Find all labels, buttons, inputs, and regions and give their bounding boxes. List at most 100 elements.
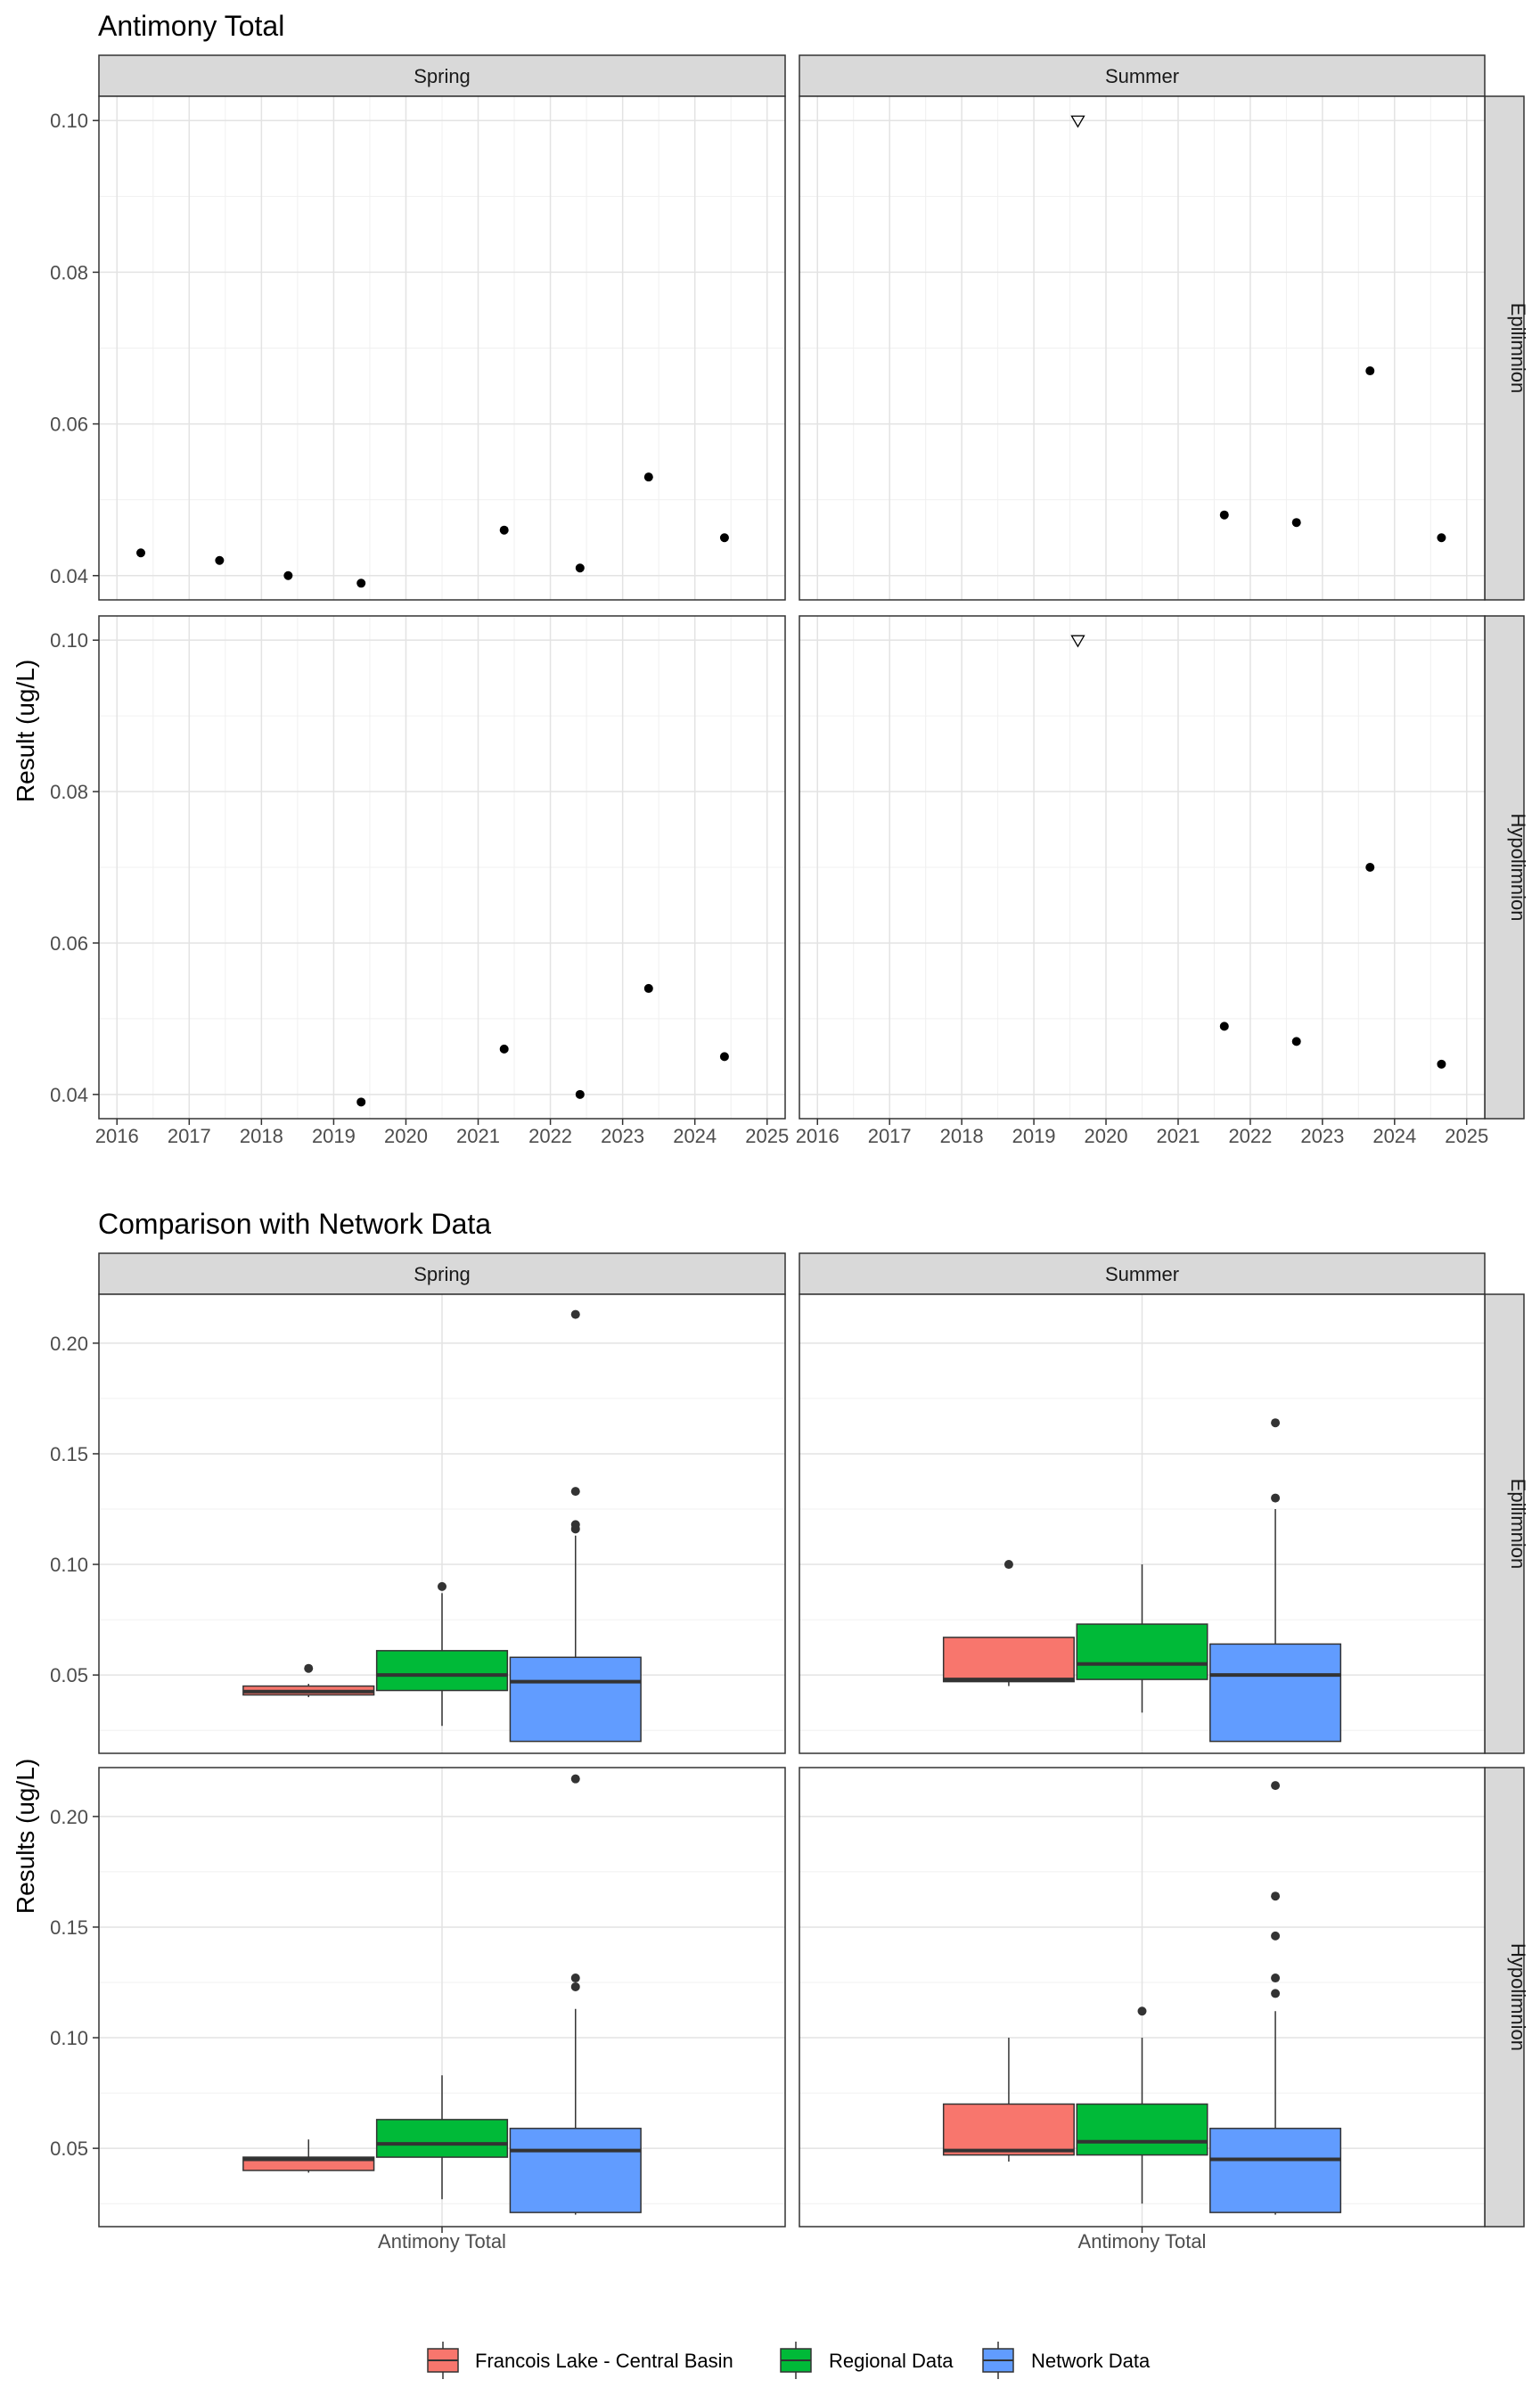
outlier-point: [1271, 1931, 1281, 1941]
outlier-point: [1271, 1973, 1281, 1983]
box-francois-lake-central-basin: [942, 1560, 1075, 1686]
panels: Spring Summer Epilimnion Hypolimnion 0.05 0.1…: [50, 1252, 1529, 2252]
panel-summer-epilimnion: [799, 95, 1486, 601]
box-network-data: [1209, 1418, 1342, 1743]
y-tick-label: 0.04: [50, 565, 88, 587]
facet-strip-label: Epilimnion: [1507, 303, 1529, 394]
panel-border: [98, 1293, 786, 1754]
x-tick-label: 2017: [168, 1125, 211, 1147]
x-tick-label: 2023: [1300, 1125, 1344, 1147]
panel-summer-hypolimnion: [799, 1767, 1486, 2228]
facet-strip-label: Epilimnion: [1507, 1479, 1529, 1570]
x-tick-label: 2016: [796, 1125, 840, 1147]
box-regional-data: [1076, 2006, 1208, 2204]
data-point: [575, 1089, 585, 1099]
outlier-point: [570, 1487, 580, 1497]
y-tick-label: 0.06: [50, 932, 88, 955]
legend-item: Network Data: [982, 2342, 1151, 2379]
legend-label: Network Data: [1031, 2350, 1151, 2372]
data-point-censored: [1070, 115, 1085, 128]
x-tick-label: 2018: [940, 1125, 984, 1147]
box-regional-data: [1076, 1564, 1208, 1713]
y-tick-label: 0.10: [50, 110, 88, 132]
outlier-point: [1271, 1989, 1281, 1998]
facet-strip-epilimnion: [1484, 95, 1525, 601]
box-body: [1076, 1623, 1208, 1680]
legend: Francois Lake - Central Basin Regional Da…: [427, 2342, 1151, 2379]
facet-strip-spring: [98, 54, 786, 97]
antimony-total-chart: Antimony Total Result (ug/L) Spring Summe…: [12, 10, 1529, 1147]
facet-strip-label: Spring: [414, 65, 471, 87]
x-tick-label: 2019: [312, 1125, 356, 1147]
data-point: [1219, 510, 1229, 520]
data-point: [575, 563, 585, 573]
x-tick-label: 2022: [1228, 1125, 1272, 1147]
box-body: [509, 2128, 642, 2213]
y-tick-label: 0.10: [50, 2027, 88, 2049]
network-comparison-chart: Comparison with Network Data Results (ug…: [12, 1208, 1529, 2252]
box-regional-data: [375, 2075, 509, 2200]
facet-strip-summer: [799, 1252, 1486, 1295]
data-point: [1365, 863, 1375, 872]
facet-strip-label: Hypolimnion: [1507, 1943, 1529, 2051]
data-point-censored: [1070, 635, 1085, 648]
facet-strip-label: Summer: [1105, 1263, 1179, 1285]
y-tick-label: 0.05: [50, 2138, 88, 2160]
box-body: [1209, 1643, 1342, 1743]
facet-strip-hypolimnion: [1484, 1767, 1525, 2228]
box-body: [375, 2119, 509, 2158]
data-point: [356, 1097, 366, 1107]
facet-strip-label: Summer: [1105, 65, 1179, 87]
outlier-point: [438, 1581, 446, 1591]
data-point: [1219, 1022, 1229, 1031]
data-point: [1437, 1059, 1446, 1069]
facet-strip-spring: [98, 1252, 786, 1295]
panel-spring-epilimnion: [98, 1293, 786, 1754]
data-point: [719, 533, 729, 543]
box-network-data: [1209, 1781, 1342, 2215]
panel-spring-hypolimnion: [98, 1767, 786, 2228]
outlier-point: [1003, 1560, 1013, 1570]
y-tick-label: 0.10: [50, 1554, 88, 1576]
chart-title: Comparison with Network Data: [98, 1208, 491, 1240]
x-tick-label: 2021: [456, 1125, 500, 1147]
y-tick-label: 0.20: [50, 1333, 88, 1355]
outlier-point: [1271, 1418, 1281, 1428]
box-francois-lake-central-basin: [242, 2139, 375, 2173]
x-tick-label: 2024: [673, 1125, 717, 1147]
data-point: [643, 983, 653, 993]
outlier-point: [570, 1309, 580, 1319]
x-tick-label: 2018: [240, 1125, 283, 1147]
y-axis-title: Result (ug/L): [12, 660, 39, 802]
panel-border: [98, 615, 786, 1120]
panel-border: [799, 95, 1486, 601]
outlier-point: [1271, 1891, 1281, 1901]
facet-strip-label: Hypolimnion: [1507, 813, 1529, 921]
y-tick-label: 0.05: [50, 1664, 88, 1686]
x-tick-label: 2022: [528, 1125, 572, 1147]
outlier-point: [570, 1520, 580, 1530]
x-tick-label: 2021: [1156, 1125, 1200, 1147]
x-tick-label: 2020: [384, 1125, 428, 1147]
box-body: [1076, 2103, 1208, 2156]
legend-label: Francois Lake - Central Basin: [475, 2350, 733, 2372]
y-tick-label: 0.15: [50, 1916, 88, 1939]
panel-summer-epilimnion: [799, 1293, 1486, 1754]
outlier-point: [1271, 1781, 1281, 1791]
box-network-data: [509, 1309, 642, 1743]
x-tick-label: 2020: [1085, 1125, 1128, 1147]
data-point: [719, 1052, 729, 1062]
outlier-point: [1271, 1493, 1281, 1503]
panel-border: [98, 95, 786, 601]
box-body: [375, 1650, 509, 1692]
box-francois-lake-central-basin: [942, 2038, 1075, 2162]
y-tick-label: 0.06: [50, 414, 88, 436]
outlier-point: [570, 1973, 580, 1983]
box-body: [509, 1656, 642, 1743]
x-tick-label: 2025: [745, 1125, 789, 1147]
data-point: [1437, 533, 1446, 543]
panel-spring-epilimnion: [98, 95, 786, 601]
y-axis-title: Results (ug/L): [12, 1759, 39, 1914]
box-body: [942, 1637, 1075, 1683]
